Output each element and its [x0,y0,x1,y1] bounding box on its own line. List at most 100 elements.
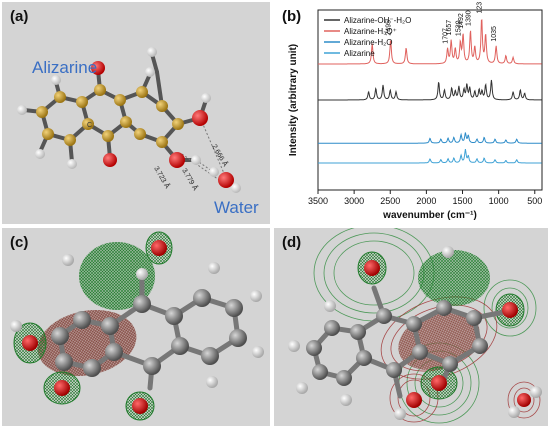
solvent-name: Water [214,198,259,217]
carbon-atom [114,94,126,106]
oxygen-atom [431,375,447,391]
carbon-atom [156,100,168,112]
hydrogen-atom [191,155,201,165]
carbon-atom [42,128,54,140]
carbon-atom [312,364,328,380]
hydrogen-atom [231,183,241,193]
carbon-atom [172,118,184,130]
hydrogen-atom [208,262,220,274]
carbon-atom [101,317,119,335]
carbon-atom [55,353,73,371]
carbon-atom [64,134,76,146]
oxygen-atom [54,380,70,396]
carbon-atom [436,300,452,316]
oxygen-atom [22,335,38,351]
panel-label-c: (c) [10,234,29,251]
carbon-atom [83,359,101,377]
carbon-atom [336,370,352,386]
peak-label: 1707 [443,28,450,44]
x-tick-label: 1000 [489,196,509,206]
carbon-atom [406,316,422,332]
carbon-atom [51,327,69,345]
series-line [318,132,542,144]
hydrogen-atom [145,67,155,77]
hydrogen-atom [35,149,45,159]
peak-label: 1492 [458,13,465,29]
oxygen-atom [517,393,531,407]
series-line [318,149,542,164]
hydrogen-atom [67,159,77,169]
peak-label: 1235 [477,2,484,13]
hydrogen-atom [340,394,352,406]
oxygen-atoms [91,61,234,188]
homo-orbital-view [10,231,264,421]
carbon-atom [324,320,340,336]
hydrogen-atom [324,300,336,312]
x-tick-label: 500 [527,196,542,206]
peak-label: 1390 [465,10,472,26]
hydrogen-atom [136,268,148,280]
carbon-atom [466,310,482,326]
distance-label-3: 3.779 Å [180,167,200,193]
oxygen-atom [151,240,167,256]
oxygen-atom [364,260,380,276]
hydrogen-atom [62,254,74,266]
carbon-atom [472,338,488,354]
panel-d: (d) [274,228,548,426]
atom-label-c: C [87,122,92,129]
orbital-mesh-green [79,242,155,310]
y-axis-label: Intensity (arbitrary unit) [288,44,299,156]
carbon-atom [134,128,146,140]
x-tick-label: 2500 [380,196,400,206]
hydrogen-atom [147,47,157,57]
legend-label: Alizarine-H₃O⁺ [344,27,397,36]
oxygen-atom [502,302,518,318]
hydrogen-atom [530,386,542,398]
hydrogen-atom [394,408,406,420]
x-axis-label: wavenumber (cm⁻¹) [382,210,477,221]
carbon-atom [73,311,91,329]
oxygen-atom [91,61,105,75]
peak-label: 1035 [491,26,498,42]
hydrogen-atom [288,340,300,352]
panel-a: (a) Alizarine Water [2,2,270,224]
hydrogen-atom [508,406,520,418]
carbon-atom [136,86,148,98]
hydrogen-atom [209,167,219,177]
carbon-atom [306,340,322,356]
carbon-atom [165,307,183,325]
hydrogen-atom [17,105,27,115]
carbon-atom [193,289,211,307]
carbon-atom [76,96,88,108]
carbon-atom [143,357,161,375]
hydrogen-atom [250,290,262,302]
oxygen-atom [218,172,234,188]
x-tick-label: 2000 [416,196,436,206]
carbon-atom [350,324,366,340]
hydrogen-atom [252,346,264,358]
alizarine-water-structure: C 2.666 Å 3.723 Å 3.779 Å [17,47,241,193]
hydrogen-atom [201,93,211,103]
series-line [318,19,542,65]
carbon-atom [156,136,168,148]
carbon-atom [171,337,189,355]
legend-label: Alizarine [344,49,375,58]
carbon-atom [120,116,132,128]
panel-b: (b) 3500 3000 2500 2000 1500 1000 500 wavenumbe… [274,2,548,224]
legend-label: Alizarine-H₂O [344,38,392,47]
panel-label-b: (b) [282,8,302,25]
carbon-atom [412,344,428,360]
carbon-atom [133,295,151,313]
legend-label: Alizarine-OH⁻-H₂O [344,16,411,25]
hydrogen-atom [206,376,218,388]
carbon-atom [36,106,48,118]
carbon-atom [54,91,66,103]
carbon-atom [82,118,94,130]
panel-c: (c) [2,228,270,426]
carbon-atom [386,362,402,378]
carbon-atom [356,350,372,366]
carbon-atom [201,347,219,365]
hydrogen-atom [51,75,61,85]
oxygen-atom [406,392,422,408]
carbon-atom [94,84,106,96]
